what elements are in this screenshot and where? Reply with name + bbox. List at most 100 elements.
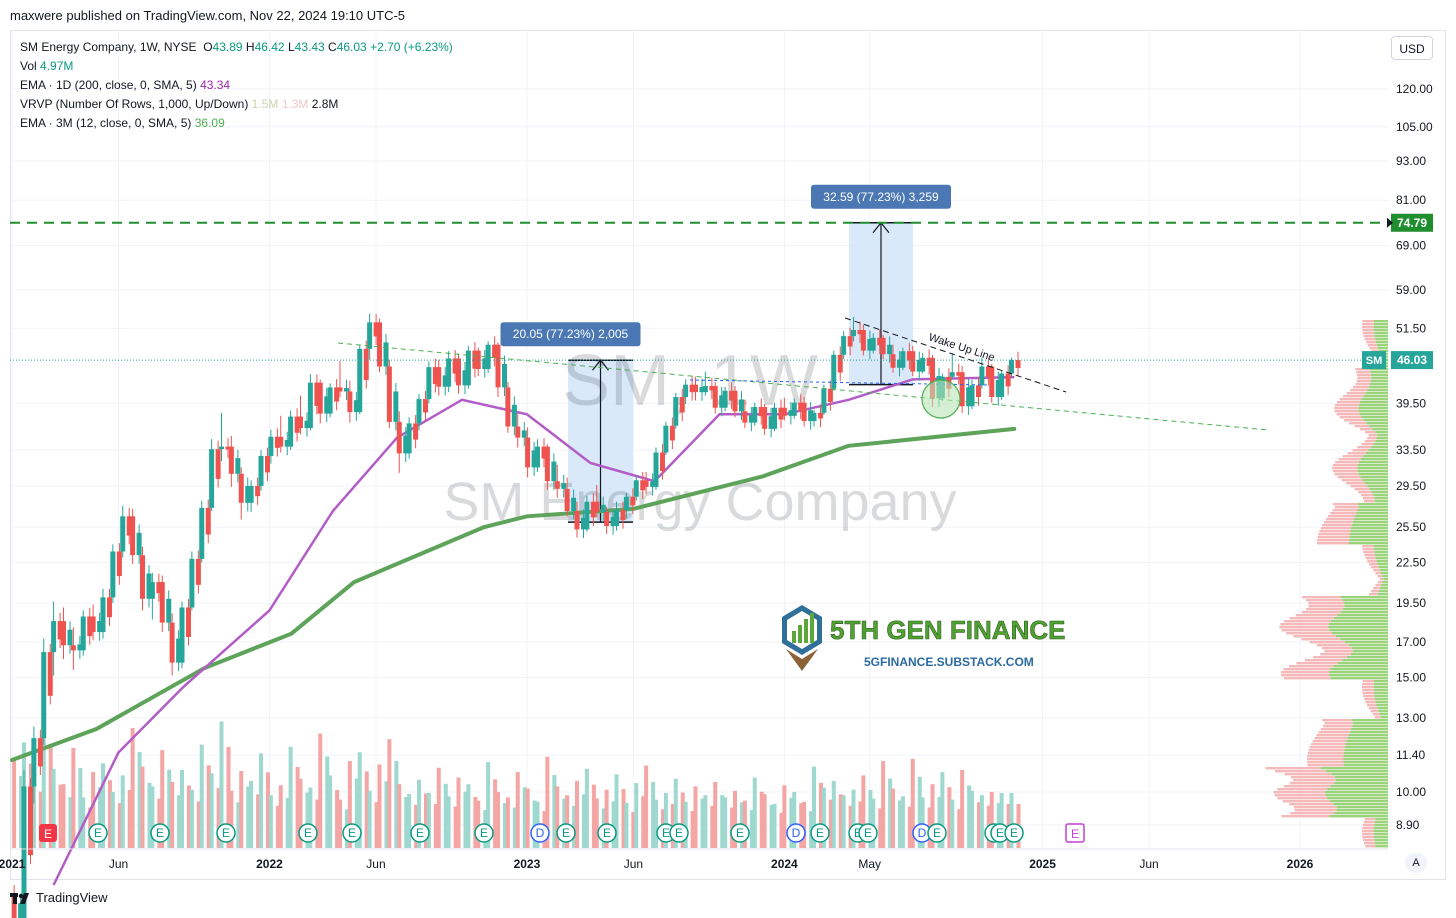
symbol-title: SM Energy Company, 1W, NYSE (20, 40, 197, 54)
vp-row-up (1370, 380, 1388, 383)
auto-scale-button[interactable]: A (1405, 853, 1427, 873)
vp-row-up (1335, 635, 1388, 638)
vp-row-up (1371, 491, 1388, 494)
volume-bar (150, 786, 155, 848)
vp-row-down (1362, 689, 1374, 692)
ema-200-path (52, 375, 1015, 886)
vp-row-up (1348, 734, 1388, 737)
candle-body (403, 435, 409, 454)
vp-row-down (1290, 812, 1335, 815)
candle-body (818, 412, 824, 419)
vp-row-down (1332, 503, 1358, 506)
dividend-marker: D (530, 823, 550, 843)
vp-row-down (1305, 599, 1343, 602)
volume-bar (78, 767, 83, 848)
earnings-marker: E (927, 823, 947, 843)
candle-body (77, 644, 83, 651)
volume-bar (229, 790, 234, 848)
vp-row-up (1351, 647, 1388, 650)
volume-bar (117, 803, 122, 848)
candle-body (156, 582, 162, 594)
candle-body (511, 404, 517, 427)
candle-body (525, 437, 531, 468)
candle-body (949, 372, 955, 377)
vp-row-up (1337, 662, 1388, 665)
candle-body (969, 385, 975, 407)
vp-row-down (1364, 554, 1376, 557)
volume-bar (759, 791, 764, 848)
vp-row-down (1343, 419, 1364, 422)
candle-body (801, 402, 807, 422)
candle-body (979, 366, 985, 386)
vp-row-down (1363, 500, 1375, 503)
volume-bar (456, 777, 461, 848)
vp-row-down (1365, 701, 1376, 704)
legend-ema1-row: EMA · 1D (200, close, 0, SMA, 5) 43.34 (20, 78, 231, 92)
candle-body (294, 416, 300, 433)
resistance-price-label: 74.79 (1387, 213, 1433, 232)
volume-bar (703, 795, 708, 848)
vp-row-up (1373, 443, 1388, 446)
candle-body (284, 440, 290, 447)
candle-body (228, 446, 234, 474)
vp-row-up (1360, 476, 1388, 479)
vp-row-down (1373, 569, 1380, 572)
vp-row-down (1362, 686, 1374, 689)
vp-row-down (1284, 773, 1332, 776)
vp-row-up (1330, 668, 1388, 671)
vp-row-up (1344, 641, 1388, 644)
candle-body (317, 382, 323, 414)
candle-body (426, 367, 432, 400)
vp-row-up (1377, 563, 1388, 566)
vp-row-up (1334, 782, 1388, 785)
vp-row-down (1307, 761, 1344, 764)
svg-text:E: E (480, 826, 488, 840)
candle-body (367, 322, 373, 349)
vp-row-down (1362, 824, 1375, 827)
svg-text:E: E (1071, 827, 1079, 841)
vp-row-up (1379, 713, 1388, 716)
vp-row-up (1383, 578, 1388, 581)
vp-row-up (1374, 332, 1388, 335)
volume-bar (347, 761, 352, 848)
volume-bar (1009, 793, 1014, 848)
vp-row-down (1335, 461, 1359, 464)
vp-row-up (1362, 479, 1388, 482)
vp-row-up (1375, 845, 1388, 848)
earnings-marker: E (990, 823, 1010, 843)
volume-bar (572, 805, 577, 848)
vp-row-down (1318, 533, 1350, 536)
y-tick-label: 15.00 (1396, 670, 1426, 684)
candle-body (729, 390, 735, 401)
candle-body (327, 387, 333, 414)
candle-body (185, 607, 191, 637)
vp-row-down (1334, 506, 1359, 509)
volume-bar (555, 786, 560, 848)
vp-row-up (1329, 629, 1388, 632)
vp-row-down (1309, 746, 1345, 749)
event-markers: EEEEEEEEDEEEEEDEEEDEEEEE (39, 823, 1085, 843)
candle-body (660, 452, 665, 472)
candle-body (41, 652, 47, 739)
vp-row-down (1365, 557, 1376, 560)
vp-row-up (1356, 512, 1388, 515)
vp-row-up (1374, 500, 1388, 503)
volume-bar (680, 792, 685, 848)
volume-bar (258, 753, 263, 848)
vp-row-up (1351, 728, 1388, 731)
candle-body (472, 350, 478, 369)
candle-body (623, 496, 629, 510)
x-tick-label: Jun (1139, 857, 1158, 871)
volume-bar (999, 793, 1004, 848)
candle-body (580, 517, 586, 530)
vp-row-down (1332, 464, 1358, 467)
vp-row-up (1375, 554, 1388, 557)
volume-bar (515, 772, 520, 848)
volume-bar (710, 805, 715, 848)
currency-button[interactable]: USD (1391, 36, 1433, 60)
candle-body (798, 402, 804, 411)
vp-row-up (1350, 527, 1388, 530)
candle-body (742, 411, 748, 423)
earnings-marker: E (216, 823, 236, 843)
